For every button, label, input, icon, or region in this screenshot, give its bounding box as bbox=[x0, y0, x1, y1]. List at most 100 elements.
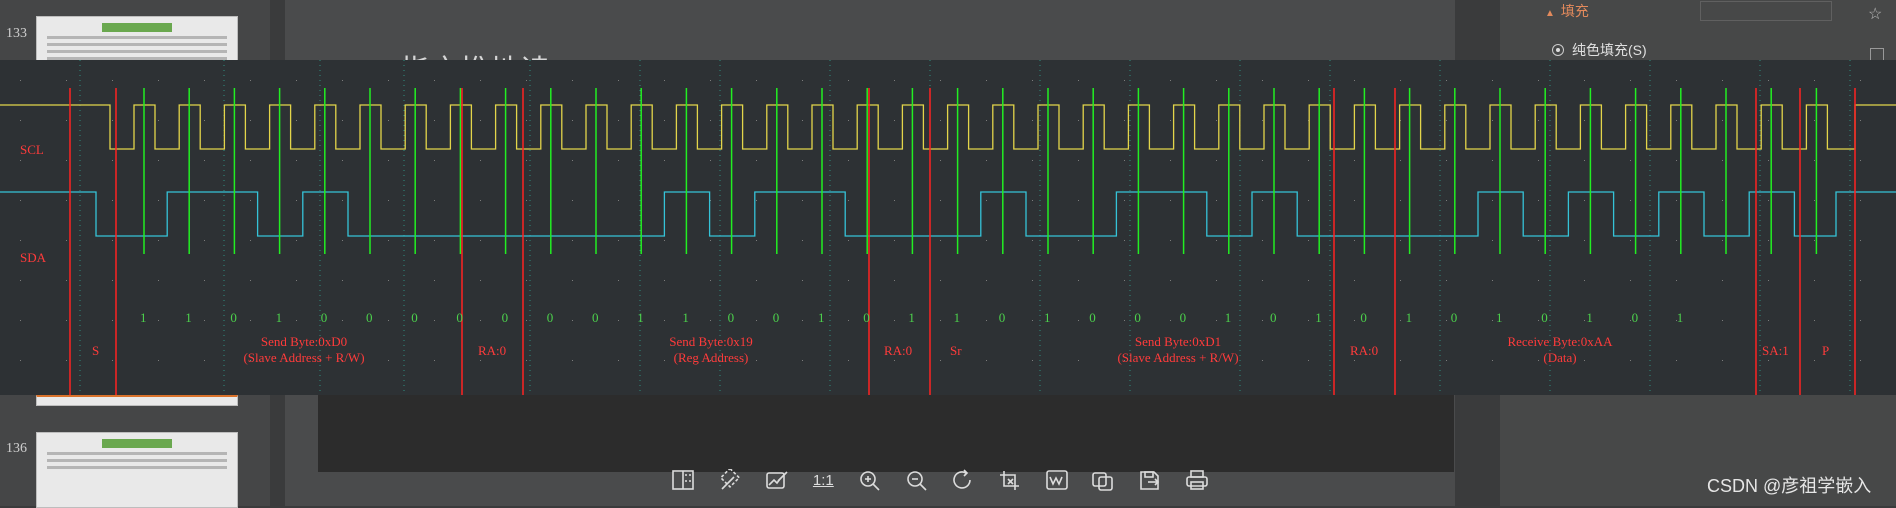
grid-dot bbox=[1584, 80, 1585, 81]
grid-dot bbox=[572, 200, 573, 201]
grid-dot bbox=[848, 240, 849, 241]
grid-dot bbox=[848, 80, 849, 81]
split-view-button[interactable] bbox=[660, 464, 707, 496]
grid-dot bbox=[1860, 120, 1861, 121]
zoom-out-button[interactable] bbox=[893, 464, 940, 496]
grid-dot bbox=[1170, 240, 1171, 241]
grid-dot bbox=[1446, 240, 1447, 241]
grid-dot bbox=[940, 360, 941, 361]
copy-image-button[interactable] bbox=[1080, 464, 1127, 496]
edit-image-icon bbox=[765, 471, 788, 489]
grid-dot bbox=[572, 240, 573, 241]
grid-dot bbox=[66, 120, 67, 121]
grid-dot bbox=[1262, 240, 1263, 241]
grid-dot bbox=[848, 200, 849, 201]
frame-subtitle: (Reg Address) bbox=[674, 350, 749, 365]
grid-dot bbox=[664, 120, 665, 121]
slide-number: 133 bbox=[6, 26, 27, 41]
bit-value: 0 bbox=[1360, 310, 1367, 325]
grid-dot bbox=[1124, 200, 1125, 201]
grid-dot bbox=[664, 160, 665, 161]
grid-dot bbox=[204, 80, 205, 81]
grid-dot bbox=[1216, 360, 1217, 361]
grid-dot bbox=[894, 280, 895, 281]
actual-size-button[interactable]: 1:1 bbox=[800, 464, 847, 496]
grid-dot bbox=[986, 120, 987, 121]
grid-dot bbox=[1354, 360, 1355, 361]
grid-dot bbox=[1400, 360, 1401, 361]
grid-dot bbox=[1768, 200, 1769, 201]
zoom-in-button[interactable] bbox=[847, 464, 894, 496]
grid-dot bbox=[1630, 80, 1631, 81]
bit-value: 0 bbox=[773, 310, 780, 325]
frame-code: S bbox=[92, 343, 99, 358]
grid-dot bbox=[1400, 120, 1401, 121]
frame-subtitle: (Slave Address + R/W) bbox=[243, 350, 364, 365]
crop-button[interactable] bbox=[987, 464, 1034, 496]
grid-dot bbox=[434, 240, 435, 241]
grid-dot bbox=[1538, 200, 1539, 201]
grid-dot bbox=[710, 200, 711, 201]
grid-dot bbox=[710, 120, 711, 121]
grid-dot bbox=[1032, 280, 1033, 281]
channel-label: SDA bbox=[20, 250, 47, 265]
grid-dot bbox=[1676, 320, 1677, 321]
image-to-text-button[interactable] bbox=[1033, 464, 1080, 496]
frame-code: RA:0 bbox=[884, 343, 912, 358]
grid-dot bbox=[1262, 360, 1263, 361]
grid-dot bbox=[434, 160, 435, 161]
grid-dot bbox=[986, 200, 987, 201]
grid-dot bbox=[894, 160, 895, 161]
grid-dot bbox=[434, 120, 435, 121]
edit-image-button[interactable] bbox=[753, 464, 800, 496]
grid-dot bbox=[1584, 360, 1585, 361]
slide-thumbnail-selected[interactable] bbox=[36, 395, 238, 406]
grid-dot bbox=[1354, 280, 1355, 281]
fill-section-title[interactable]: ▲ 填充 bbox=[1545, 3, 1589, 19]
frame-code: RA:0 bbox=[1350, 343, 1378, 358]
grid-dot bbox=[664, 240, 665, 241]
grid-dot bbox=[1538, 240, 1539, 241]
grid-dot bbox=[66, 360, 67, 361]
grid-dot bbox=[664, 280, 665, 281]
grid-dot bbox=[1354, 160, 1355, 161]
grid-dot bbox=[1630, 360, 1631, 361]
bit-value: 0 bbox=[863, 310, 870, 325]
grid-dot bbox=[986, 160, 987, 161]
save-button[interactable] bbox=[1127, 464, 1174, 496]
fill-dropdown[interactable] bbox=[1700, 1, 1832, 21]
grid-dot bbox=[296, 240, 297, 241]
grid-dot bbox=[250, 240, 251, 241]
watermark-text: CSDN @彦祖学嵌入 bbox=[1707, 476, 1872, 496]
grid-dot bbox=[1078, 360, 1079, 361]
print-button[interactable] bbox=[1173, 464, 1220, 496]
pin-icon[interactable]: ☆ bbox=[1868, 6, 1883, 23]
slide-thumbnail[interactable] bbox=[36, 432, 238, 508]
grid-dot bbox=[526, 200, 527, 201]
grid-dot bbox=[1400, 280, 1401, 281]
bit-value: 0 bbox=[456, 310, 463, 325]
grid-dot bbox=[710, 80, 711, 81]
grid-dot bbox=[894, 360, 895, 361]
grid-dot bbox=[1446, 200, 1447, 201]
grid-dot bbox=[802, 120, 803, 121]
slide-image-remnant bbox=[318, 392, 1454, 472]
frame-title: Send Byte:0x19 bbox=[669, 334, 752, 349]
grid-dot bbox=[434, 200, 435, 201]
grid-dot bbox=[894, 200, 895, 201]
grid-dot bbox=[342, 320, 343, 321]
crop-icon bbox=[1000, 471, 1020, 490]
grid-dot bbox=[618, 280, 619, 281]
grid-dot bbox=[802, 320, 803, 321]
grid-dot bbox=[1078, 280, 1079, 281]
grid-dot bbox=[1860, 280, 1861, 281]
grid-dot bbox=[112, 200, 113, 201]
rotate-button[interactable] bbox=[940, 464, 987, 496]
magic-button[interactable] bbox=[707, 464, 754, 496]
grid-dot bbox=[1032, 80, 1033, 81]
grid-dot bbox=[1768, 320, 1769, 321]
solid-fill-radio[interactable]: 纯色填充(S) bbox=[1552, 40, 1647, 60]
grid-dot bbox=[1032, 120, 1033, 121]
grid-dot bbox=[940, 80, 941, 81]
